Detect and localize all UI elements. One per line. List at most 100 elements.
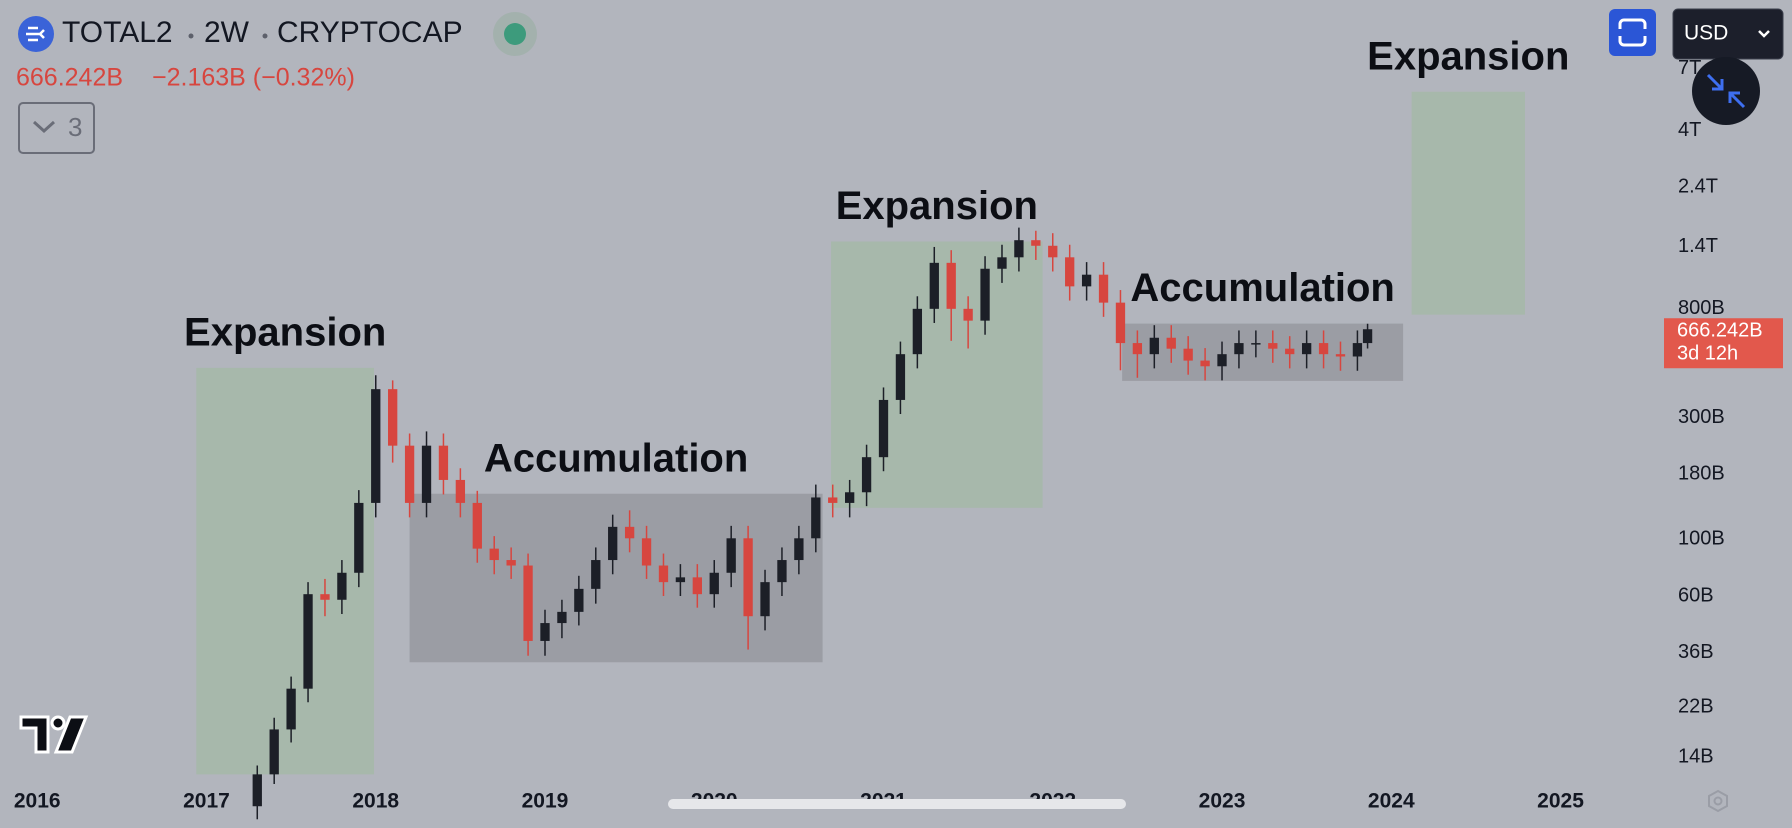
chevron [32, 120, 56, 134]
candle-body [438, 445, 449, 480]
candle-body [1115, 302, 1126, 344]
candle-body [320, 594, 330, 600]
candle-body [692, 577, 702, 595]
candle-body [895, 354, 906, 400]
candle-body [946, 262, 956, 309]
scroll-handle [668, 799, 1126, 809]
zones: Expansion Accumulation Expansion Accumulati… [184, 34, 1569, 775]
candle-body [878, 399, 889, 458]
button-bg [1692, 57, 1760, 125]
indicators-toggle[interactable]: 3 [18, 102, 95, 154]
candle-body [726, 538, 736, 573]
candle-body [1031, 240, 1041, 246]
market-status [504, 23, 526, 45]
candle-body [489, 548, 499, 561]
last-price: 666.242B [16, 64, 123, 92]
collapse-icon [1706, 73, 1746, 109]
tv-logo [19, 715, 89, 754]
candle-body [709, 572, 719, 595]
tag-bg [1664, 318, 1783, 369]
x-tick-label: 2025 [1537, 790, 1584, 813]
candle-body [641, 538, 652, 566]
candle-body [303, 594, 313, 689]
candle-body [1081, 274, 1092, 287]
zone [1411, 91, 1525, 315]
collapse-button[interactable] [1692, 57, 1760, 125]
zone-label: Accumulation [1130, 266, 1394, 310]
y-tick-label: 7T [1678, 57, 1701, 79]
currency-select[interactable]: USD [1672, 8, 1784, 60]
price-change: −2.163B (−0.32%) [152, 64, 355, 92]
exchange: CRYPTOCAP [277, 16, 463, 49]
candle-body [1318, 343, 1329, 355]
candle-body [1166, 337, 1176, 349]
candle-body [1285, 348, 1295, 355]
candle-body [286, 688, 296, 730]
candle-body [421, 445, 432, 503]
candle-body [997, 257, 1007, 269]
zone [409, 493, 823, 663]
interval: 2W [204, 16, 250, 49]
candle-body [760, 582, 770, 617]
candle-body [1048, 245, 1058, 258]
logo-glyph [26, 26, 45, 42]
candle-body [1065, 257, 1075, 287]
x-tick-label: 2017 [183, 790, 230, 813]
x-tick-label: 2019 [522, 790, 569, 813]
candle-body [1149, 337, 1159, 355]
y-tick-label: 180B [1678, 463, 1725, 485]
indicator-count: 3 [68, 112, 82, 142]
candle-body [777, 560, 787, 583]
zone-label: Expansion [1367, 34, 1569, 78]
zone-label: Accumulation [484, 436, 748, 480]
candle-body [523, 565, 533, 641]
symbol-header[interactable]: TOTAL2 2W CRYPTOCAP [18, 12, 537, 56]
candle-body [1183, 348, 1193, 361]
y-tick-label: 14B [1678, 746, 1714, 768]
separator-dot [188, 33, 194, 39]
y-tick-label: 800B [1678, 297, 1725, 319]
candle-body [388, 389, 398, 446]
y-tick-label: 4T [1678, 119, 1701, 141]
zone [196, 367, 375, 775]
candle-body [980, 268, 990, 321]
candle-body [1335, 354, 1346, 357]
x-tick-label: 2016 [14, 790, 61, 813]
candle-body [624, 526, 635, 539]
candle-body [861, 457, 872, 493]
y-tick-label: 60B [1678, 584, 1714, 606]
candle-body [1132, 343, 1143, 355]
settings-icon-dot [1713, 796, 1723, 806]
price-tag: 666.242B 3d 12h [1664, 318, 1783, 369]
candle-body [1098, 274, 1109, 303]
candle-body [1352, 343, 1363, 357]
candle-body [1251, 343, 1261, 345]
candle-body [1014, 240, 1024, 258]
candle-body [557, 611, 567, 624]
candle-body [929, 262, 939, 309]
candle-body [743, 538, 753, 617]
candle-body [845, 492, 855, 503]
candle-body [472, 502, 482, 549]
candle-body [675, 577, 686, 583]
candles [252, 227, 1373, 820]
y-tick-label: 36B [1678, 641, 1714, 663]
candle-body [912, 308, 923, 355]
candle-body [252, 774, 262, 807]
candle-body [1362, 329, 1373, 344]
candle-body [269, 729, 279, 775]
candle-body [404, 445, 415, 503]
separator-dot [262, 33, 268, 39]
candle-body [371, 389, 381, 503]
candle-body [1234, 343, 1244, 355]
toggle-box [18, 102, 95, 154]
currency: USD [1684, 22, 1728, 45]
candle-body [591, 560, 601, 589]
candle-body [1200, 360, 1210, 367]
candle-body [455, 479, 466, 503]
settings-icon[interactable] [1708, 789, 1728, 813]
fullscreen-button[interactable] [1609, 9, 1656, 56]
y-tick-label: 100B [1678, 528, 1725, 550]
chevron [1758, 30, 1770, 38]
